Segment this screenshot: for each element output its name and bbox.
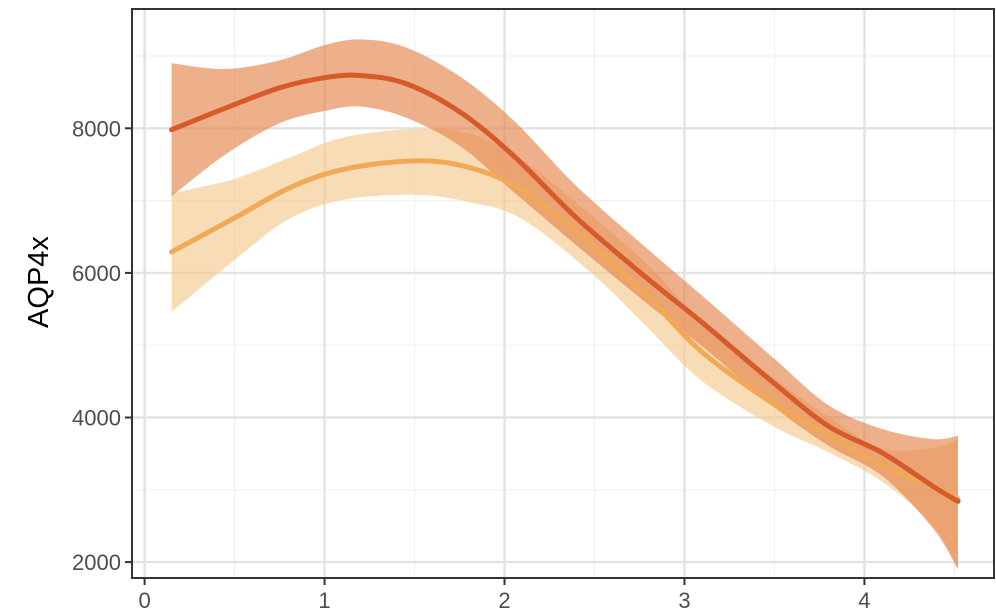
x-tick-label: 2	[498, 588, 510, 613]
x-tick-label: 3	[678, 588, 690, 613]
confidence-band-2	[171, 39, 959, 570]
x-tick-label: 1	[318, 588, 330, 613]
x-tick-label: 0	[138, 588, 150, 613]
y-tick-label: 4000	[72, 405, 121, 430]
series-group	[169, 39, 961, 570]
y-tick-label: 2000	[72, 550, 121, 575]
axes: 0 1 2 3 4 2000 4000 6000 8000	[72, 8, 995, 613]
y-axis-title: AQP4x	[23, 236, 55, 328]
y-tick-label: 6000	[72, 261, 121, 286]
panel-border	[131, 8, 995, 579]
y-tick-label: 8000	[72, 116, 121, 141]
series-line-1	[169, 158, 961, 502]
x-tick-label: 4	[858, 588, 870, 613]
series-line-2	[169, 72, 961, 504]
